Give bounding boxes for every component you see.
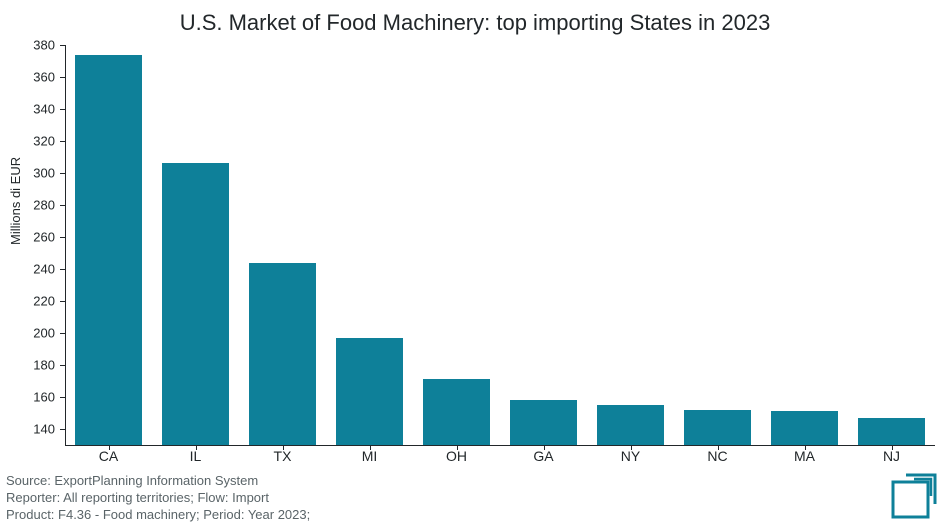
x-tick-label: GA (533, 448, 553, 464)
y-tick-label: 320 (0, 134, 55, 149)
x-tick-label: NJ (883, 448, 900, 464)
bar (597, 405, 665, 445)
y-tick-label: 180 (0, 358, 55, 373)
bar (336, 338, 404, 445)
footer-reporter: Reporter: All reporting territories; Flo… (6, 490, 310, 507)
y-tick-label: 360 (0, 70, 55, 85)
x-tick-mark (631, 445, 632, 450)
chart-plot-area (65, 45, 935, 445)
y-tick-label: 200 (0, 326, 55, 341)
x-tick-mark (805, 445, 806, 450)
y-tick-label: 240 (0, 262, 55, 277)
x-tick-label: CA (99, 448, 118, 464)
footer-source: Source: ExportPlanning Information Syste… (6, 473, 310, 490)
bar (75, 55, 143, 445)
y-tick-label: 220 (0, 294, 55, 309)
x-tick-mark (370, 445, 371, 450)
chart-footer: Source: ExportPlanning Information Syste… (6, 473, 310, 524)
x-tick-mark (457, 445, 458, 450)
y-tick-label: 300 (0, 166, 55, 181)
y-tick-label: 340 (0, 102, 55, 117)
bar (684, 410, 752, 445)
x-tick-mark (109, 445, 110, 450)
x-tick-label: NY (621, 448, 640, 464)
bar (423, 379, 491, 445)
y-tick-label: 260 (0, 230, 55, 245)
y-ticks-container: 140160180200220240260280300320340360380 (0, 45, 60, 445)
x-tick-mark (196, 445, 197, 450)
bar (162, 163, 230, 445)
x-tick-label: NC (707, 448, 727, 464)
x-tick-label: TX (274, 448, 292, 464)
x-ticks-container: CA IL TX MI OH GA NY NC MA NJ (65, 448, 935, 468)
bar (510, 400, 578, 445)
bar (771, 411, 839, 445)
footer-product: Product: F4.36 - Food machinery; Period:… (6, 507, 310, 524)
y-tick-label: 380 (0, 38, 55, 53)
bar (249, 263, 317, 445)
x-tick-mark (283, 445, 284, 450)
y-tick-label: 160 (0, 390, 55, 405)
chart-title: U.S. Market of Food Machinery: top impor… (0, 0, 950, 36)
bar (858, 418, 926, 445)
x-tick-label: IL (190, 448, 202, 464)
x-tick-label: OH (446, 448, 467, 464)
y-tick-label: 140 (0, 422, 55, 437)
y-tick-label: 280 (0, 198, 55, 213)
x-tick-mark (718, 445, 719, 450)
x-tick-mark (544, 445, 545, 450)
x-tick-mark (892, 445, 893, 450)
x-tick-label: MA (794, 448, 815, 464)
x-tick-label: MI (362, 448, 378, 464)
exportplanning-logo-icon (890, 472, 938, 520)
